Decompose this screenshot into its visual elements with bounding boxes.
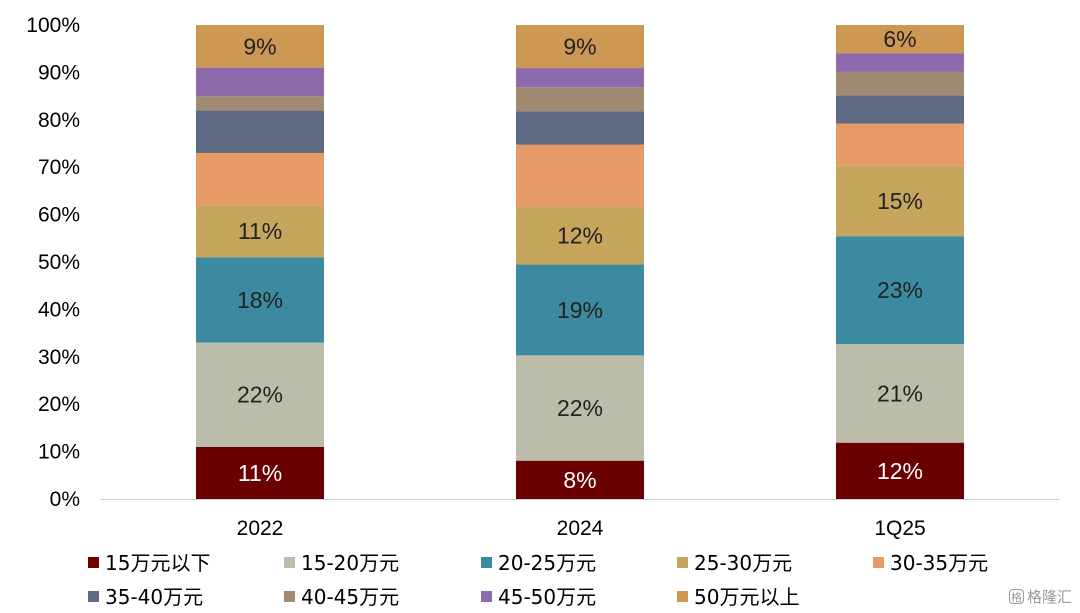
data-label: 11% — [238, 218, 282, 244]
bar-segment — [196, 110, 324, 153]
legend-swatch — [873, 557, 884, 568]
bar-segment — [836, 236, 964, 345]
legend: 15万元以下 15-20万元 20-25万元 25-30万元 30-35万元 35-40万… — [88, 551, 988, 609]
bar-segment — [196, 67, 324, 97]
legend-swatch — [284, 591, 295, 602]
bar-segment — [196, 205, 324, 258]
data-label: 22% — [237, 382, 283, 408]
bar-segment — [516, 25, 644, 69]
legend-label: 15-20万元 — [301, 551, 399, 575]
x-tick-label: 2022 — [237, 517, 284, 540]
bar-segment — [516, 355, 644, 461]
watermark-logo-icon: 格 — [1008, 589, 1024, 604]
legend-label: 30-35万元 — [890, 551, 988, 575]
legend-swatch — [677, 557, 688, 568]
legend-label: 20-25万元 — [498, 551, 596, 575]
x-axis: 2022 2024 1Q25 — [100, 499, 1060, 540]
y-tick-label: 10% — [38, 441, 80, 464]
y-tick-label: 100% — [26, 14, 80, 37]
data-label: 21% — [877, 380, 923, 406]
bar-segment — [836, 53, 964, 72]
y-tick-label: 90% — [38, 61, 80, 84]
legend-swatch — [88, 557, 99, 568]
legend-swatch — [284, 557, 295, 568]
bar-segment — [516, 206, 644, 265]
data-label: 9% — [563, 34, 596, 60]
bar-segment — [516, 68, 644, 88]
y-tick-label: 0% — [50, 488, 80, 511]
bar-segment — [836, 71, 964, 96]
bar-segment — [196, 96, 324, 111]
data-label: 12% — [557, 223, 603, 249]
y-tick-label: 70% — [38, 156, 80, 179]
legend-label: 35-40万元 — [105, 585, 203, 609]
legend-label: 25-30万元 — [694, 551, 792, 575]
legend-swatch — [88, 591, 99, 602]
legend-label: 15万元以下 — [105, 551, 210, 575]
data-label: 9% — [243, 33, 276, 59]
data-label: 18% — [237, 287, 283, 313]
y-axis: 0% 10% 20% 30% 40% 50% 60% 70% 80% 90% 100% — [26, 14, 80, 511]
legend-label: 50万元以上 — [694, 585, 799, 609]
bar-segment — [836, 442, 964, 499]
bar-segment — [836, 25, 964, 54]
bar-segment — [196, 25, 324, 68]
bar-segment — [836, 95, 964, 124]
y-tick-label: 80% — [38, 109, 80, 132]
bar-segment — [196, 152, 324, 206]
bar-segment — [196, 342, 324, 447]
watermark: 格 格隆汇 — [1008, 586, 1072, 607]
y-tick-label: 30% — [38, 346, 80, 369]
legend-label: 45-50万元 — [498, 585, 596, 609]
data-label: 15% — [877, 188, 923, 214]
data-label: 6% — [883, 26, 916, 52]
x-tick-label: 1Q25 — [874, 517, 925, 540]
bar-segment — [516, 87, 644, 112]
y-tick-label: 40% — [38, 298, 80, 321]
bar-segment — [516, 264, 644, 356]
legend-swatch — [677, 591, 688, 602]
data-label: 23% — [877, 277, 923, 303]
bar-segment — [516, 144, 644, 207]
legend-swatch — [481, 591, 492, 602]
y-tick-label: 20% — [38, 393, 80, 416]
data-label: 11% — [238, 460, 282, 486]
bar-segment — [516, 460, 644, 499]
bar-segment — [196, 257, 324, 343]
bars: 11% 22% 18% 11% 9% 8% 22% 19% 12% 9% 12% 21% 23% 15% 6… — [196, 25, 964, 499]
legend-swatch — [481, 557, 492, 568]
bar-segment — [196, 446, 324, 499]
x-tick-label: 2024 — [557, 517, 604, 540]
data-label: 22% — [557, 395, 603, 421]
bar-segment — [516, 111, 644, 145]
data-label: 12% — [877, 458, 923, 484]
watermark-text: 格隆汇 — [1026, 588, 1072, 606]
legend-label: 40-45万元 — [301, 585, 399, 609]
data-label: 19% — [557, 297, 603, 323]
data-label: 8% — [563, 467, 596, 493]
y-tick-label: 60% — [38, 204, 80, 227]
bar-segment — [836, 344, 964, 443]
bar-segment — [836, 123, 964, 166]
bar-segment — [836, 165, 964, 237]
y-tick-label: 50% — [38, 251, 80, 274]
